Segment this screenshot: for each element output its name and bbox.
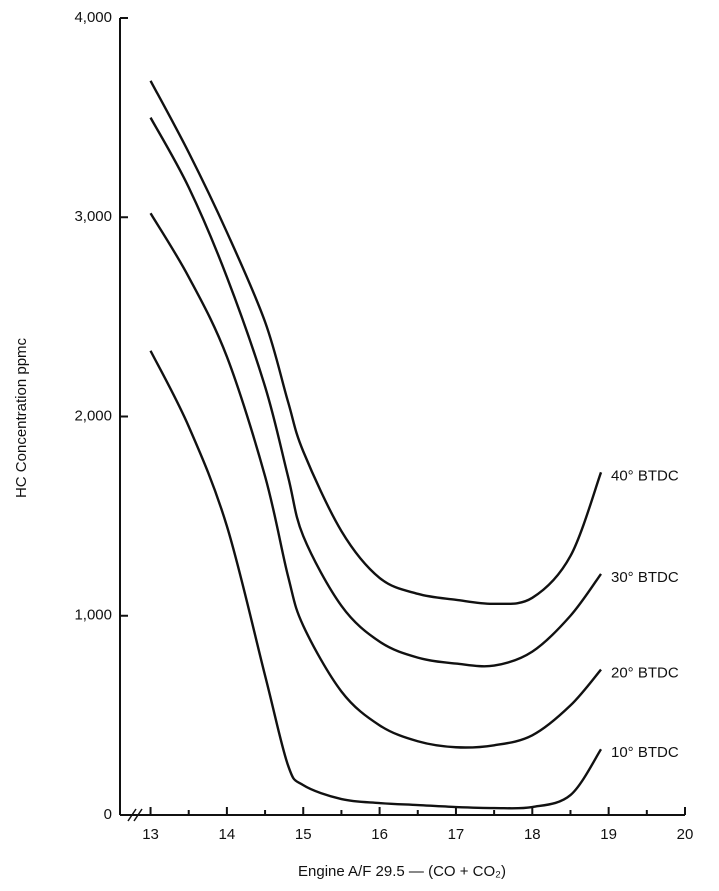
x-tick-label: 20 (677, 826, 694, 843)
line-series (149, 350, 603, 810)
x-tick-label: 15 (295, 826, 312, 843)
y-axis-label: HC Concentration ppmc (13, 337, 30, 498)
series-label: 40° BTDC (611, 467, 679, 484)
x-tick-label: 19 (600, 826, 617, 843)
line-series (149, 80, 603, 606)
y-tick-label: 2,000 (74, 407, 112, 424)
y-tick-label: 1,000 (74, 607, 112, 624)
x-tick-label: 13 (142, 826, 159, 843)
x-tick-label: 18 (524, 826, 541, 843)
series-label: 30° BTDC (611, 569, 679, 586)
y-tick-label: 0 (104, 806, 112, 823)
x-tick-label: 14 (219, 826, 236, 843)
series-label: 20° BTDC (611, 665, 679, 682)
line-series (149, 117, 602, 668)
x-tick-label: 17 (448, 826, 465, 843)
series-label: 10° BTDC (611, 744, 679, 761)
y-tick-label: 3,000 (74, 208, 112, 225)
y-tick-label: 4,000 (74, 9, 112, 26)
x-axis-label: Engine A/F 29.5 — (CO + CO₂) (298, 863, 506, 880)
axis-break (127, 808, 143, 822)
line-series (149, 212, 602, 749)
x-tick-label: 16 (371, 826, 388, 843)
